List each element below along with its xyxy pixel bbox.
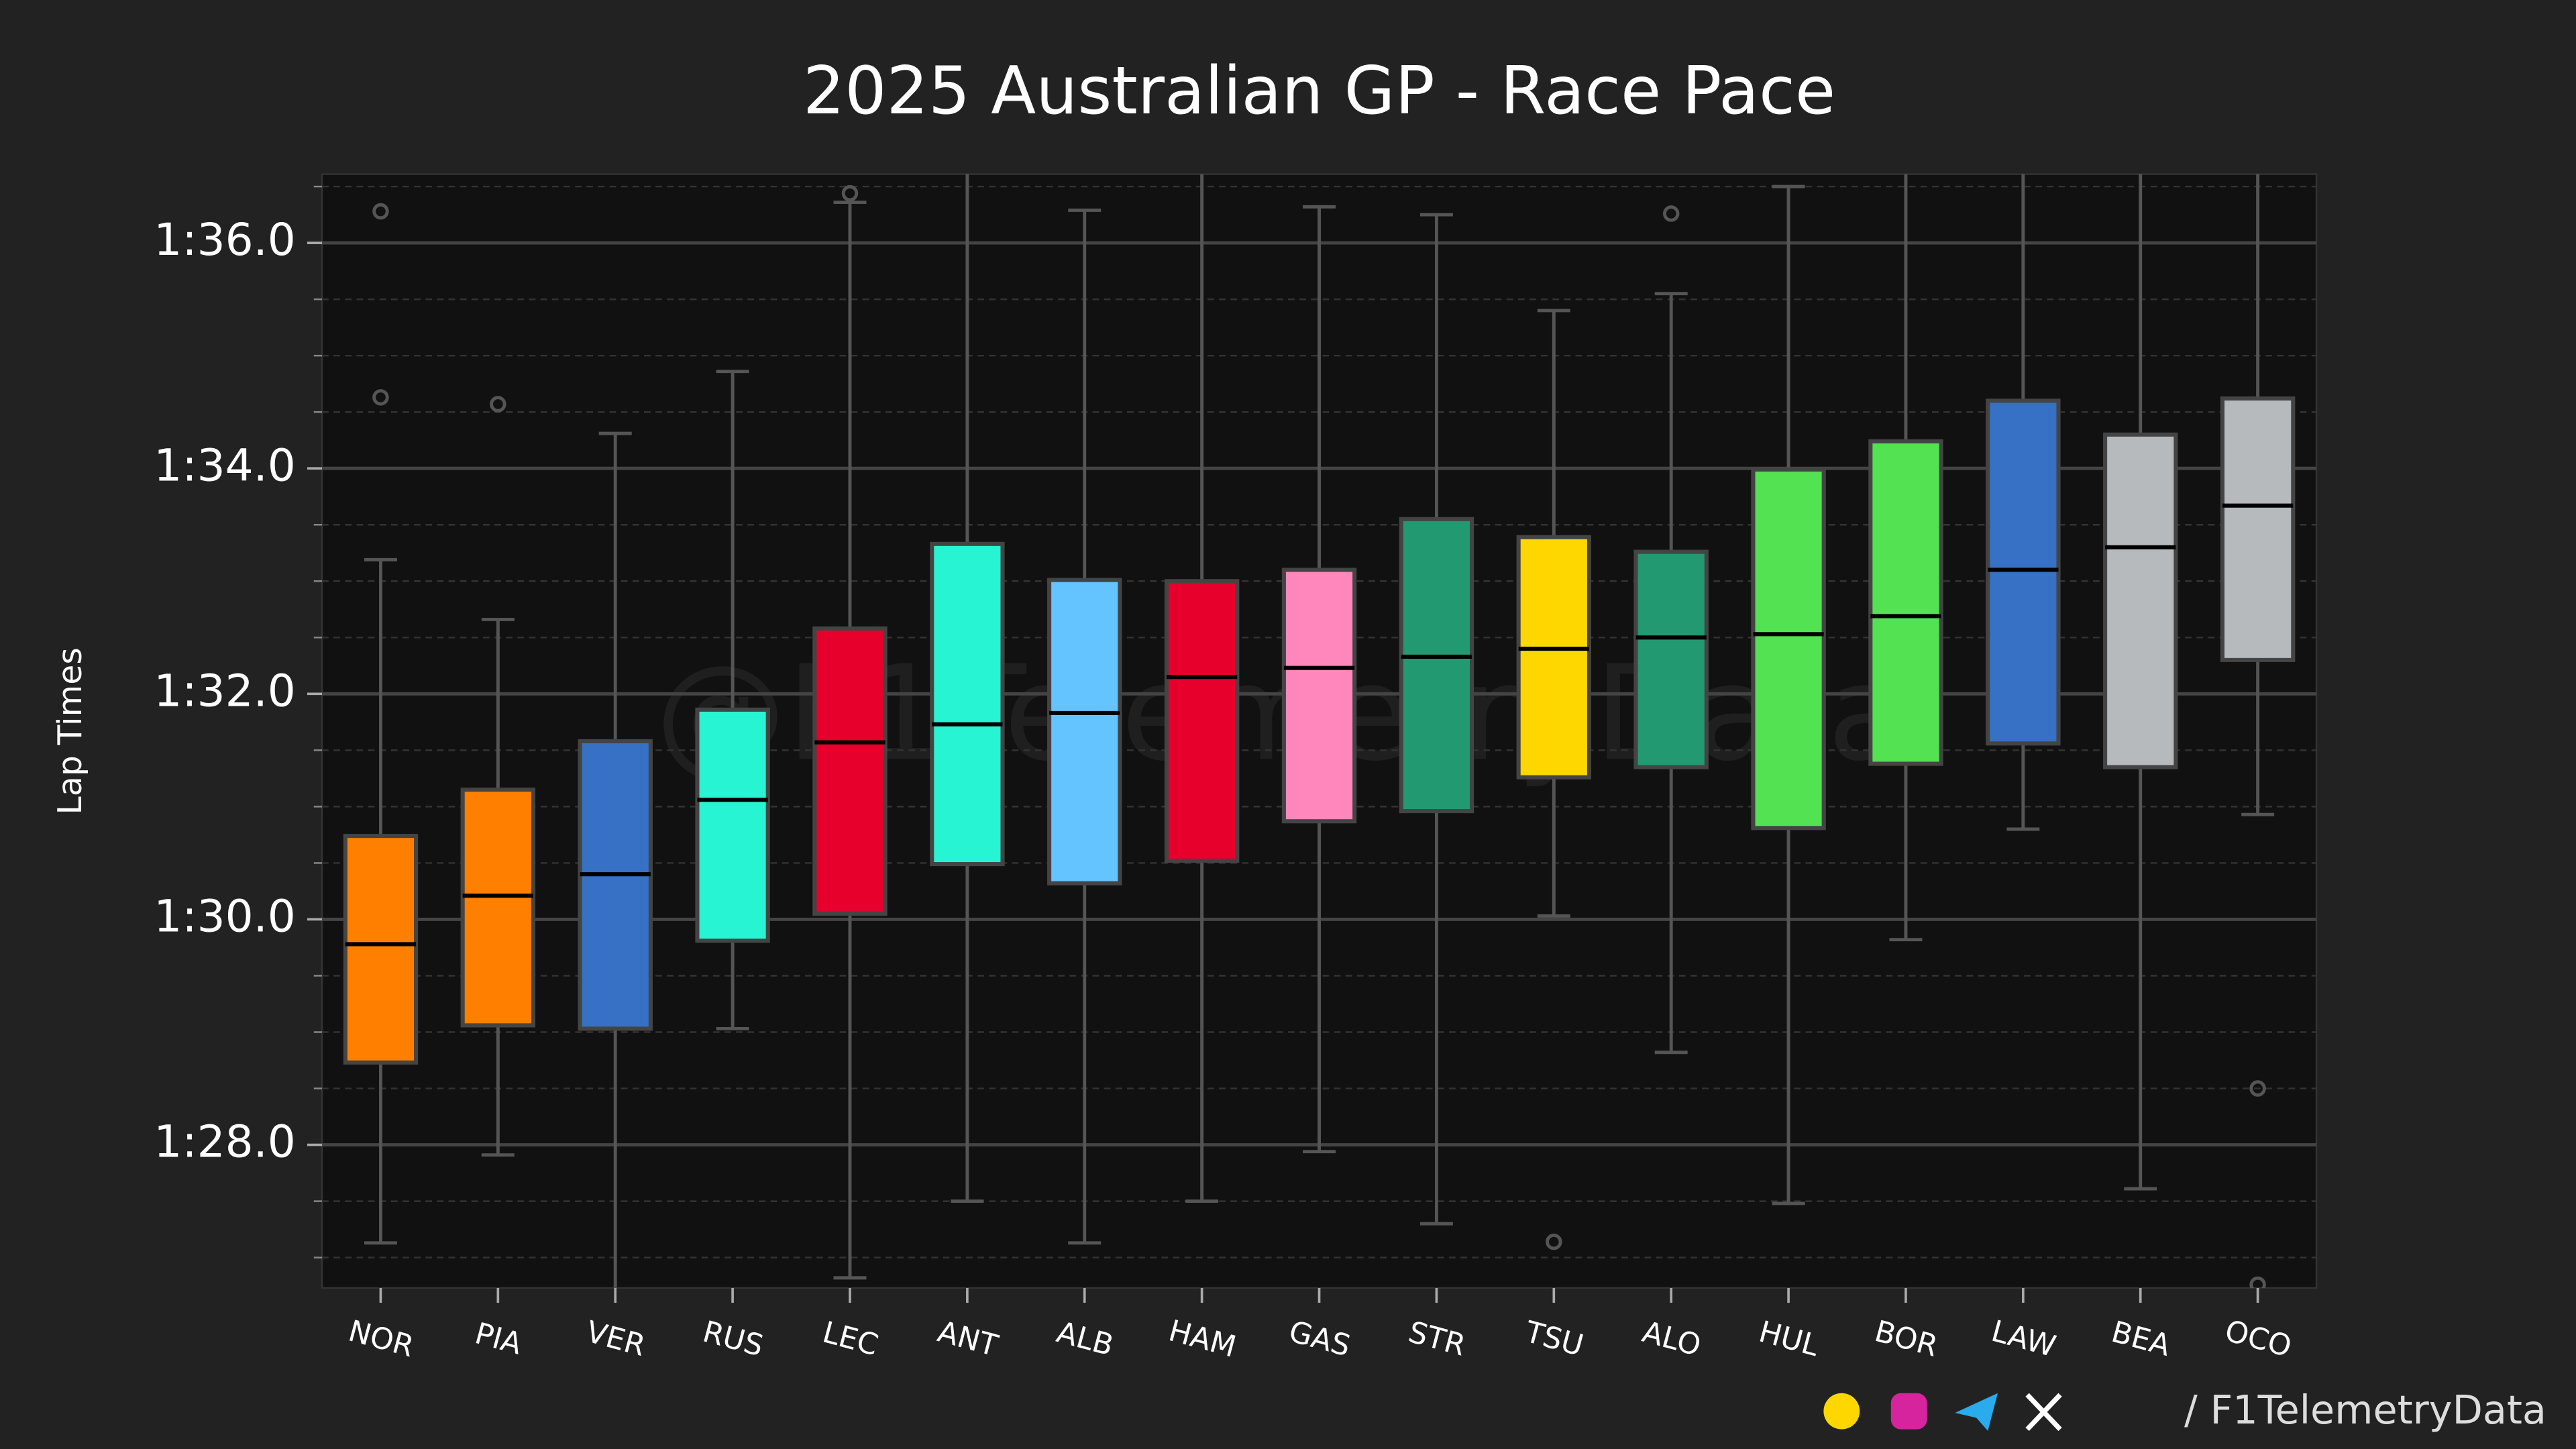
box (1868, 439, 1943, 766)
box (1399, 517, 1474, 814)
box (1516, 535, 1592, 780)
box (2103, 432, 2178, 769)
box (1751, 467, 1826, 830)
y-tick-label: 1:32.0 (154, 665, 296, 716)
flier (1546, 1233, 1562, 1250)
flier (2249, 1276, 2266, 1288)
box (1986, 398, 2061, 746)
box (930, 541, 1005, 867)
flier (2249, 1080, 2266, 1097)
y-axis-label: Lap Times (51, 647, 89, 814)
flier (490, 396, 506, 413)
y-tick-label: 1:34.0 (154, 439, 296, 491)
plot (322, 174, 2317, 1288)
chart-title: 2025 Australian GP - Race Pace (803, 53, 1835, 129)
box (2220, 396, 2296, 662)
box (1281, 568, 1357, 824)
icon (2025, 1393, 2062, 1432)
box (1047, 578, 1122, 885)
box (578, 739, 653, 1031)
flier (372, 203, 389, 220)
footer: / F1TelemetryData (2184, 1387, 2546, 1433)
flier (1662, 205, 1680, 222)
y-tick-label: 1:28.0 (154, 1116, 296, 1168)
flier (841, 184, 859, 202)
box (695, 707, 770, 943)
icon (1955, 1393, 1998, 1432)
icon (1823, 1393, 1860, 1430)
box (460, 788, 536, 1028)
flier (372, 389, 389, 406)
icon (1890, 1393, 1927, 1430)
box (1633, 549, 1709, 769)
y-tick-label: 1:30.0 (154, 891, 296, 943)
box (343, 834, 419, 1065)
footer-icons (1823, 1393, 2062, 1432)
box (1164, 579, 1240, 863)
box (812, 626, 888, 916)
y-tick-label: 1:36.0 (154, 214, 296, 266)
